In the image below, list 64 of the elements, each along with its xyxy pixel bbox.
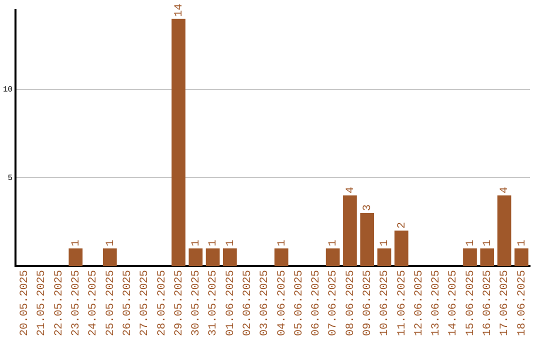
data-label: 1 — [464, 239, 477, 246]
x-tick-label: 18.06.2025 — [516, 270, 528, 336]
x-tick-label: 02.06.2025 — [242, 270, 254, 336]
x-tick-label: 28.05.2025 — [156, 270, 168, 336]
x-tick-label: 05.06.2025 — [293, 270, 306, 336]
data-label: 1 — [516, 239, 528, 246]
bar — [360, 213, 374, 266]
data-label: 1 — [482, 239, 494, 246]
bar — [326, 248, 340, 266]
x-tick-label: 03.06.2025 — [259, 270, 272, 336]
data-label: 3 — [362, 204, 374, 212]
bar — [343, 195, 357, 266]
data-label: 1 — [104, 239, 117, 246]
data-label: 4 — [499, 186, 512, 194]
x-tick-label: 01.06.2025 — [224, 270, 237, 336]
x-tick-label: 15.06.2025 — [464, 270, 477, 336]
x-tick-label: 11.06.2025 — [396, 270, 408, 336]
bar — [463, 248, 477, 266]
data-label: 1 — [224, 239, 237, 246]
data-label: 1 — [208, 239, 220, 246]
x-tick-label: 31.05.2025 — [208, 270, 220, 336]
x-tick-label: 06.06.2025 — [310, 270, 323, 336]
bar — [480, 248, 494, 266]
x-tick-label: 16.06.2025 — [482, 270, 494, 336]
x-tick-label: 08.06.2025 — [344, 270, 357, 336]
x-tick-label: 23.05.2025 — [70, 270, 83, 336]
bar — [514, 248, 528, 266]
x-tick-label: 10.06.2025 — [379, 270, 392, 336]
x-tick-label: 14.06.2025 — [448, 270, 460, 336]
x-tick-label: 30.05.2025 — [190, 270, 203, 336]
bar — [188, 248, 203, 266]
bar — [206, 248, 220, 266]
bar — [68, 248, 83, 266]
bar — [102, 248, 117, 266]
y-tick-label: 10 — [2, 86, 13, 95]
x-tick-label: 09.06.2025 — [362, 270, 374, 336]
data-label: 1 — [70, 239, 83, 246]
data-label: 14 — [173, 3, 186, 17]
data-label: 1 — [328, 239, 340, 246]
data-label: 1 — [190, 239, 203, 246]
x-tick-label: 24.05.2025 — [88, 270, 100, 336]
bar — [172, 18, 186, 266]
bar — [223, 248, 237, 266]
x-tick-label: 29.05.2025 — [173, 270, 186, 336]
bar — [394, 230, 408, 266]
x-tick-label: 27.05.2025 — [139, 270, 152, 336]
x-tick-label: 07.06.2025 — [328, 270, 340, 336]
x-tick-label: 13.06.2025 — [430, 270, 443, 336]
x-tick-label: 21.05.2025 — [36, 270, 48, 336]
bar — [497, 195, 512, 266]
x-tick-label: 12.06.2025 — [413, 270, 426, 336]
bar — [274, 248, 288, 266]
data-label: 1 — [276, 239, 288, 246]
y-tick-label: 5 — [8, 174, 13, 183]
x-tick-label: 22.05.2025 — [53, 270, 66, 336]
x-tick-label: 17.06.2025 — [499, 270, 512, 336]
data-label: 1 — [379, 239, 392, 246]
x-tick-label: 26.05.2025 — [122, 270, 134, 336]
x-tick-label: 25.05.2025 — [104, 270, 117, 336]
x-tick-label: 20.05.2025 — [19, 270, 32, 336]
data-label: 2 — [396, 222, 408, 229]
bar — [377, 248, 392, 266]
data-label: 4 — [344, 186, 357, 194]
x-tick-label: 04.06.2025 — [276, 270, 288, 336]
